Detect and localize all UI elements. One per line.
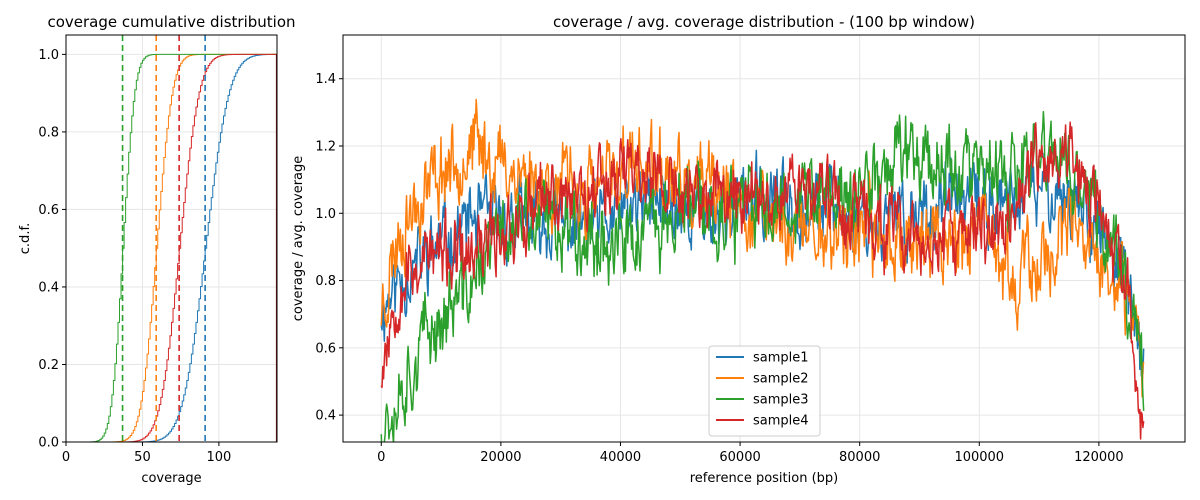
cdf-y-tick-label: 0.2: [38, 358, 59, 373]
ratio-plot-area: [380, 98, 1145, 442]
ratio-y-tick-label: 0.4: [315, 409, 336, 424]
cdf-axes-frame: [65, 34, 278, 443]
ratio-y-tick-label: 1.4: [315, 72, 336, 87]
ratio-x-axis: 0 20000 40000 60000 80000 100000 120000: [377, 442, 1124, 465]
cdf-x-tick-label: 0: [62, 450, 70, 465]
legend-box: [708, 345, 821, 437]
legend-label-sample2: sample2: [753, 372, 809, 387]
legend-label-sample4: sample4: [753, 414, 809, 429]
cdf-x-axis: 0 50 100: [62, 442, 231, 465]
sample4-line: [380, 121, 1145, 440]
cdf-y-tick-label: 1.0: [38, 48, 59, 63]
legend: sample1 sample2 sample3 sample4: [708, 345, 821, 437]
ratio-chart: coverage / avg. coverage distribution - …: [291, 13, 1186, 486]
cdf-x-tick-label: 50: [134, 450, 151, 465]
ratio-y-axis: 0.4 0.6 0.8 1.0 1.2 1.4: [315, 72, 343, 424]
ratio-x-axis-label: reference position (bp): [690, 471, 838, 486]
cdf-title: coverage cumulative distribution: [47, 13, 295, 31]
cdf-line-1: [66, 53, 277, 442]
cdf-y-tick-label: 0.8: [38, 125, 59, 140]
cdf-mean-lines: [121, 35, 206, 442]
ratio-y-tick-label: 0.8: [315, 274, 336, 289]
ratio-y-axis-label: coverage / avg. coverage: [291, 156, 306, 322]
cdf-x-tick-label: 100: [206, 450, 231, 465]
cdf-x-axis-label: coverage: [141, 471, 201, 486]
ratio-series-group: [380, 98, 1145, 442]
ratio-x-tick-label: 100000: [954, 450, 1004, 465]
ratio-x-tick-label: 60000: [719, 450, 760, 465]
ratio-y-tick-label: 1.0: [315, 207, 336, 222]
cdf-y-tick-label: 0.0: [38, 436, 59, 451]
cdf-y-axis: 0.0 0.2 0.4 0.6 0.8 1.0: [38, 48, 66, 451]
cdf-chart: coverage cumulative distribution 0 50 100 …: [18, 13, 296, 486]
ratio-x-tick-label: 40000: [600, 450, 641, 465]
ratio-x-tick-label: 20000: [480, 450, 521, 465]
ratio-y-tick-label: 0.6: [315, 341, 336, 356]
legend-label-sample1: sample1: [753, 351, 809, 366]
ratio-x-tick-label: 0: [377, 450, 385, 465]
ratio-axes-frame: [342, 34, 1186, 443]
cdf-y-tick-label: 0.4: [38, 280, 59, 295]
sample3-line: [380, 110, 1145, 442]
ratio-x-tick-label: 80000: [839, 450, 880, 465]
ratio-x-tick-label: 120000: [1074, 450, 1124, 465]
ratio-title: coverage / avg. coverage distribution - …: [553, 13, 975, 31]
ratio-y-tick-label: 1.2: [315, 140, 336, 155]
cdf-y-tick-label: 0.6: [38, 203, 59, 218]
legend-label-sample3: sample3: [753, 393, 809, 408]
cdf-y-axis-label: c.d.f.: [18, 223, 33, 254]
